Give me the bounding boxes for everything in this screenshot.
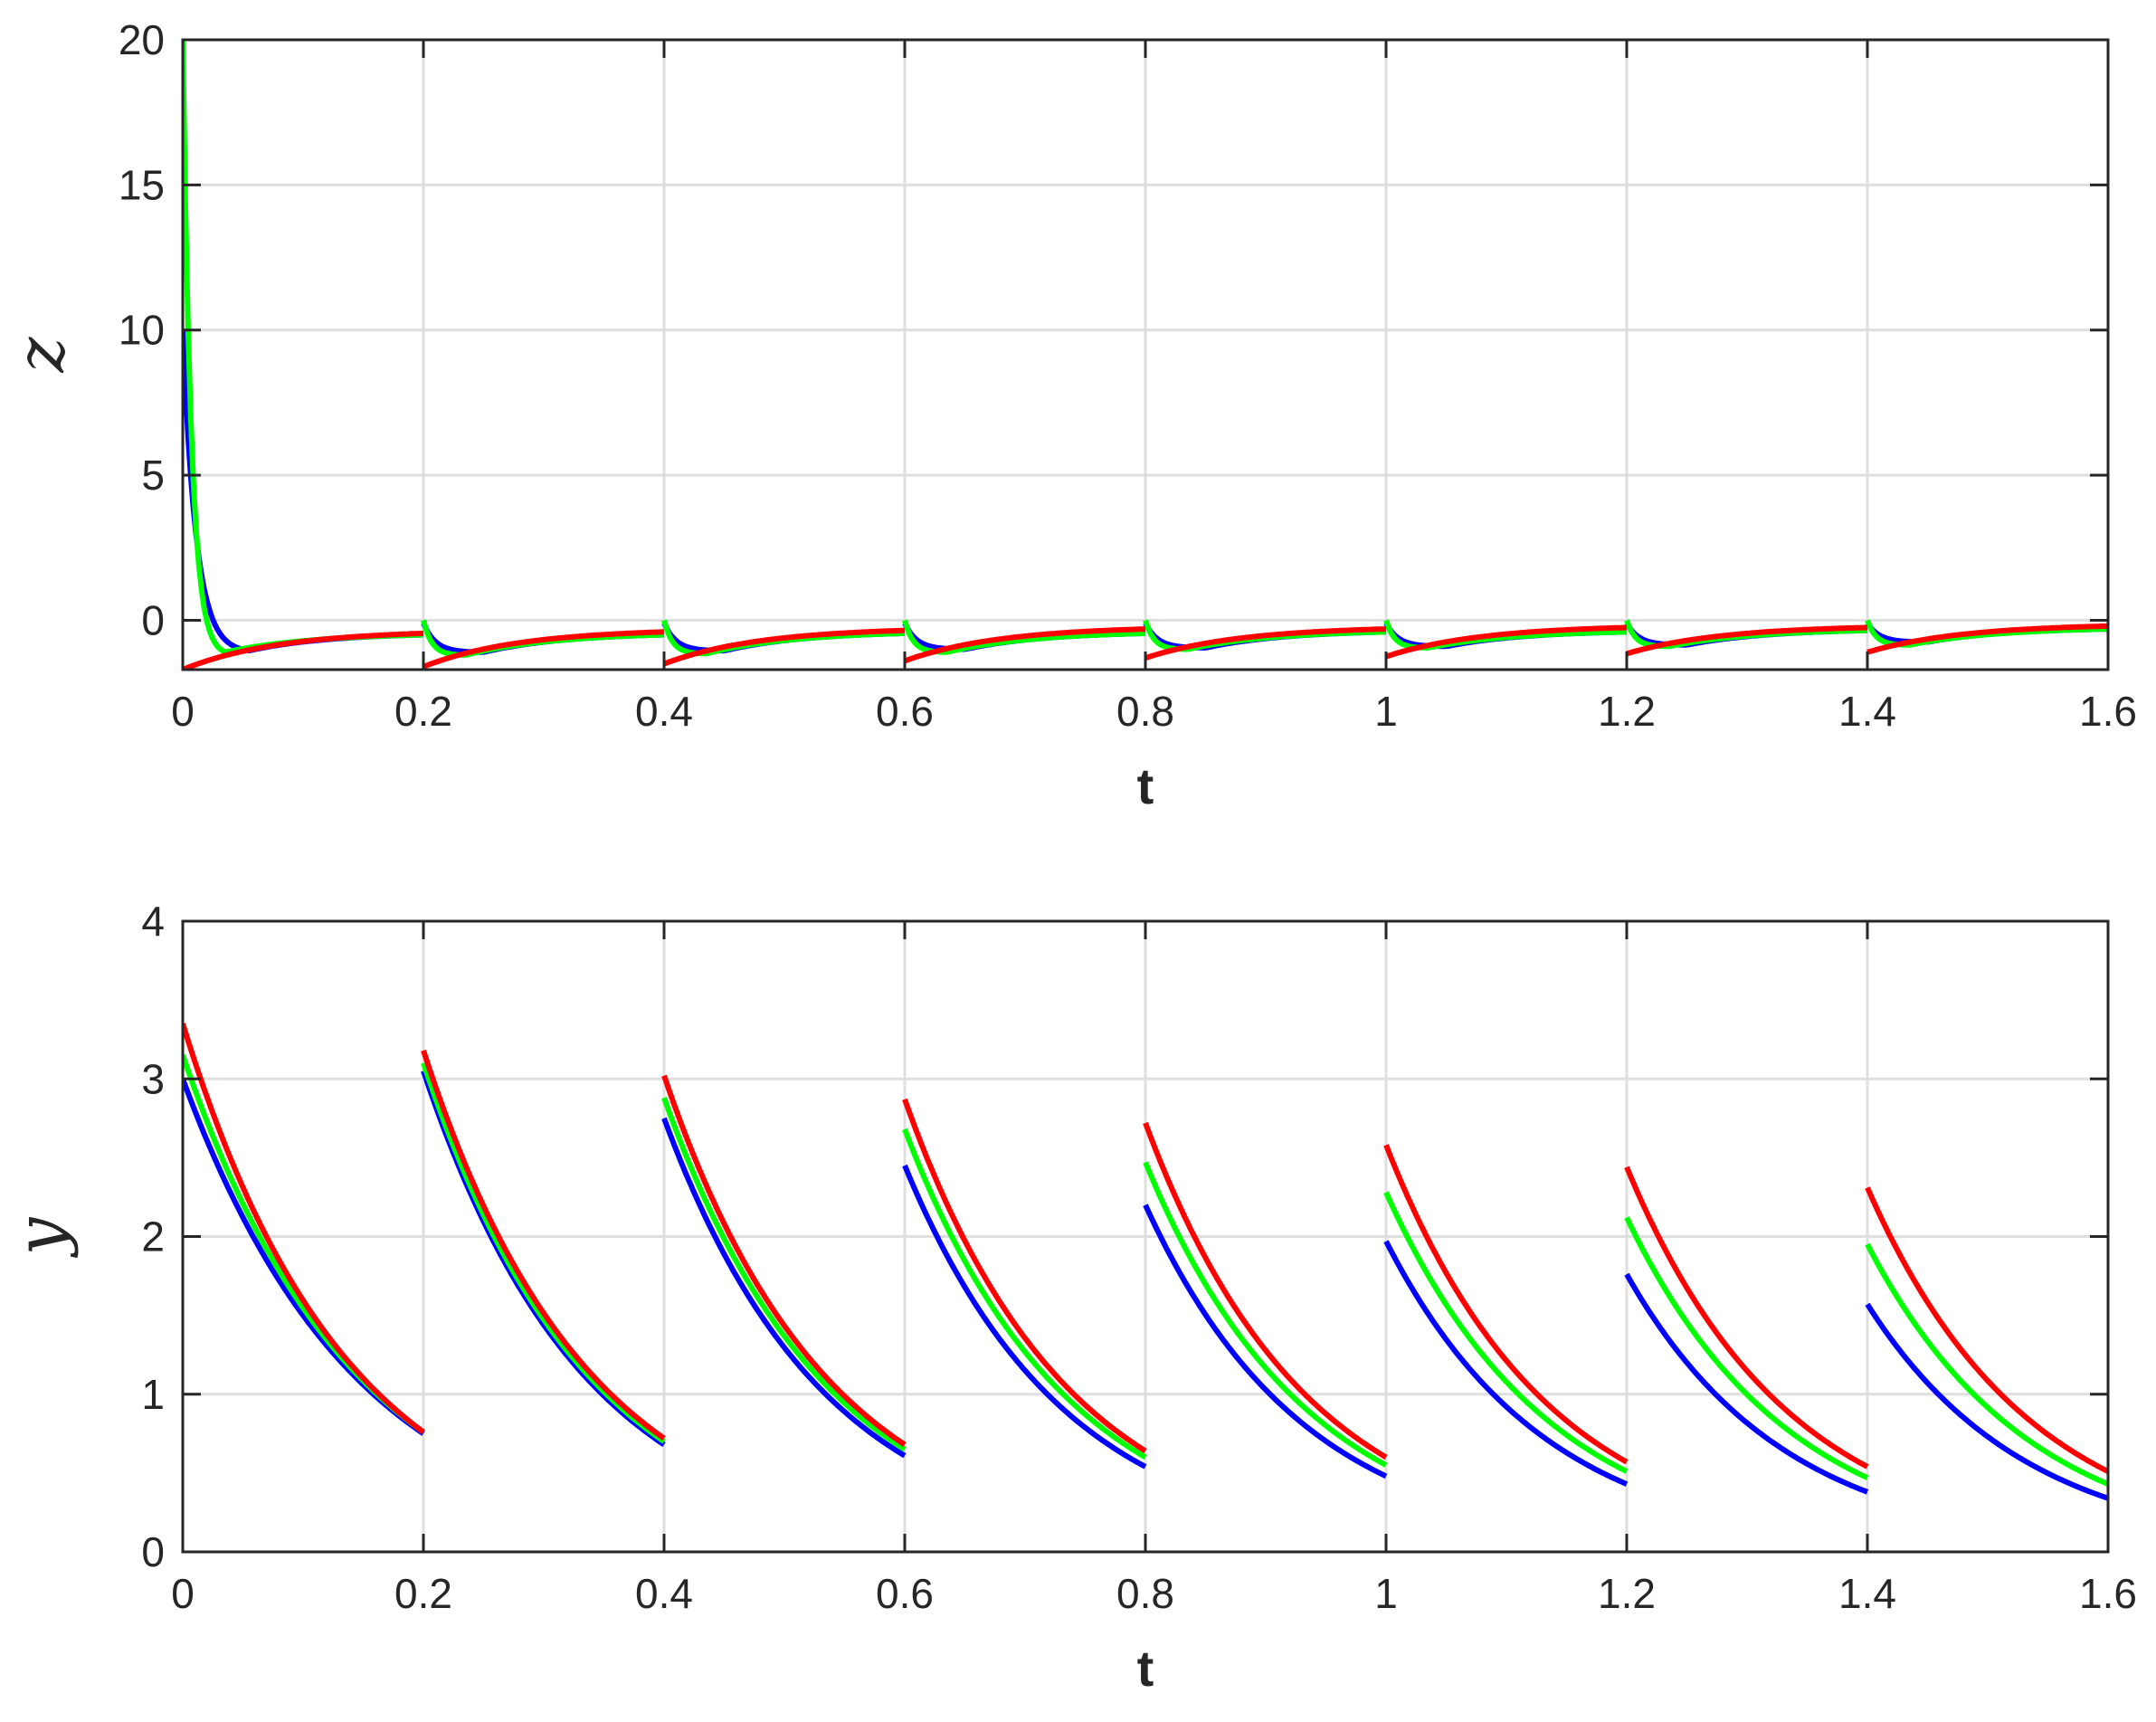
green-series-segment: [1624, 1216, 1869, 1480]
x-axis-label: t: [1137, 757, 1154, 814]
y-axis-label: y: [2, 1216, 80, 1258]
green-series-segment: [183, 1054, 425, 1435]
x-tick-label: 0.4: [635, 1570, 693, 1617]
green-series-segment: [661, 1097, 907, 1452]
red-series-segment: [1865, 1186, 2108, 1474]
y-tick-label: 10: [119, 307, 165, 354]
y-tick-label: 3: [141, 1055, 165, 1102]
red-series-segment: [422, 629, 665, 670]
blue-series-segment: [1143, 1203, 1388, 1479]
series-group: [183, 40, 2108, 670]
green-series-segment: [902, 619, 1146, 655]
x-tick-label: 1: [1374, 1570, 1398, 1617]
x-tick-label: 0.2: [394, 688, 452, 735]
x-tick-label: 0: [171, 1570, 195, 1617]
bottom-subplot-y: 0 0.2 0.4 0.6 0.8 1 1.2 1.4 1.6 0 1 2 3 4 t y: [2, 898, 2137, 1697]
green-series-segment: [421, 1061, 666, 1444]
green-series-segment: [1143, 1161, 1388, 1468]
y-tick-label: 0: [141, 1528, 165, 1575]
red-series-segment: [1143, 1121, 1388, 1460]
x-axis-label: t: [1137, 1640, 1154, 1697]
x-tick-label: 0.6: [876, 1570, 934, 1617]
x-tick-label: 0.8: [1116, 1570, 1174, 1617]
red-series-segment: [183, 1023, 425, 1435]
red-series-segment: [902, 1098, 1147, 1454]
y-tick-label: 20: [119, 16, 165, 63]
green-series-segment: [183, 40, 424, 655]
blue-series-segment: [183, 329, 424, 653]
green-series-segment: [1865, 1242, 2108, 1487]
x-tick-label: 0.2: [394, 1570, 452, 1617]
x-tick-label: 0.8: [1116, 688, 1174, 735]
red-series-segment: [183, 630, 424, 670]
red-series-segment: [421, 1049, 666, 1441]
x-tick-label: 1.2: [1598, 1570, 1656, 1617]
y-tick-label: 2: [141, 1213, 165, 1261]
red-series-segment: [1385, 624, 1628, 660]
green-series-segment: [902, 1127, 1147, 1460]
y-tick-label: 15: [119, 161, 165, 208]
x-tick-label: 0.4: [635, 688, 693, 735]
red-series-segment: [661, 1074, 907, 1447]
blue-series-segment: [1624, 1272, 1869, 1495]
y-tick-label: 1: [141, 1371, 165, 1418]
series-group: [183, 1023, 2108, 1501]
x-tick-label: 1.4: [1838, 1570, 1896, 1617]
red-series-segment: [1866, 623, 2108, 655]
top-subplot-z: 0 0.2 0.4 0.6 0.8 1 1.2 1.4 1.6 0 5 10 15 20 t z: [2, 16, 2137, 814]
y-tick-label: 0: [141, 596, 165, 643]
x-tick-label: 1: [1374, 688, 1398, 735]
red-series-segment: [662, 627, 906, 667]
x-tick-label: 1.6: [2079, 1570, 2137, 1617]
x-tick-label: 1.4: [1838, 688, 1896, 735]
y-tick-label: 5: [141, 452, 165, 499]
red-series-segment: [1144, 626, 1387, 661]
red-series-segment: [1624, 1165, 1869, 1470]
x-tick-label: 0.6: [876, 688, 934, 735]
y-tick-label: 4: [141, 898, 165, 945]
red-series-segment: [903, 626, 1146, 664]
red-series-segment: [1383, 1144, 1629, 1465]
blue-series-segment: [661, 1117, 907, 1459]
blue-series-segment: [421, 1070, 666, 1447]
x-tick-label: 1.2: [1598, 688, 1656, 735]
x-tick-label: 1.6: [2079, 688, 2137, 735]
green-series-segment: [1383, 1191, 1629, 1474]
blue-series-segment: [902, 1164, 1147, 1470]
y-axis-label: z: [2, 337, 80, 374]
red-series-segment: [1626, 624, 1868, 657]
blue-series-segment: [1383, 1240, 1629, 1487]
blue-series-segment: [1865, 1302, 2108, 1501]
x-tick-label: 0: [171, 688, 195, 735]
